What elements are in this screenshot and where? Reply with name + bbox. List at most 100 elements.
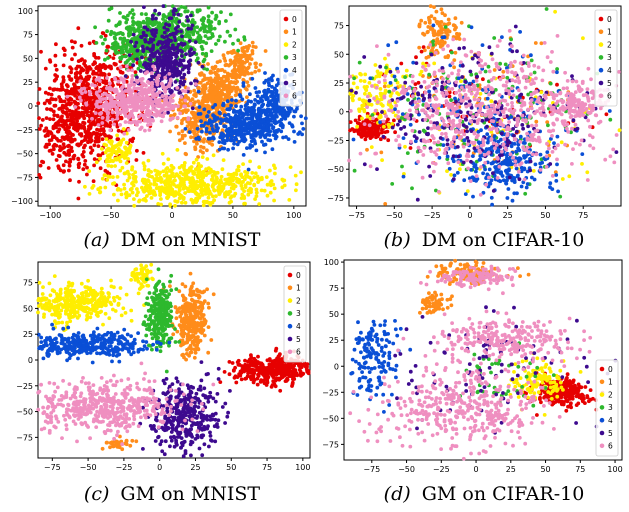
- y-tick-label: −75: [16, 173, 33, 182]
- data-point: [221, 53, 226, 58]
- data-point: [100, 137, 105, 142]
- data-point: [225, 180, 230, 185]
- data-point: [190, 120, 194, 125]
- data-point: [205, 114, 210, 118]
- data-point: [294, 188, 298, 193]
- data-point: [115, 46, 119, 50]
- data-point: [177, 138, 182, 143]
- data-point: [61, 170, 66, 174]
- data-point: [94, 71, 99, 76]
- data-point: [107, 153, 112, 158]
- data-point: [102, 173, 107, 178]
- data-point: [134, 101, 138, 106]
- data-point: [408, 146, 413, 150]
- data-point: [115, 175, 120, 179]
- data-point: [183, 126, 188, 131]
- data-point: [111, 181, 115, 186]
- data-point: [61, 78, 66, 82]
- data-point: [230, 98, 234, 102]
- data-point: [103, 37, 107, 42]
- data-point: [180, 50, 184, 54]
- data-point: [189, 125, 194, 130]
- data-point: [138, 127, 143, 131]
- data-point: [57, 123, 61, 127]
- data-point: [50, 97, 55, 102]
- data-point: [150, 102, 154, 106]
- data-point: [113, 150, 118, 154]
- data-point: [191, 129, 196, 134]
- data-point: [62, 48, 67, 53]
- data-point: [109, 64, 113, 69]
- data-point: [192, 139, 196, 144]
- data-point: [162, 30, 167, 35]
- data-point: [100, 31, 105, 35]
- data-point: [77, 132, 82, 137]
- data-point: [351, 81, 356, 86]
- data-point: [137, 105, 141, 110]
- data-point: [434, 9, 439, 14]
- data-point: [104, 48, 109, 53]
- data-point: [139, 77, 144, 82]
- data-point: [180, 129, 185, 134]
- data-point: [149, 170, 154, 174]
- data-point: [440, 30, 444, 35]
- data-point: [210, 169, 215, 174]
- data-point: [164, 167, 169, 172]
- data-point: [138, 69, 143, 73]
- data-point: [67, 153, 71, 157]
- data-point: [136, 119, 141, 124]
- data-point: [151, 37, 156, 42]
- data-point: [159, 119, 164, 124]
- data-point: [65, 123, 69, 128]
- data-point: [217, 86, 221, 91]
- data-point: [133, 108, 138, 112]
- data-point: [93, 111, 98, 115]
- data-point: [214, 77, 219, 82]
- data-point: [79, 87, 84, 91]
- data-point: [94, 108, 99, 113]
- data-point: [272, 129, 277, 134]
- y-tick-label: 50: [23, 54, 33, 63]
- data-point: [219, 174, 224, 179]
- data-point: [75, 113, 80, 118]
- data-point: [51, 147, 56, 152]
- data-point: [257, 68, 261, 73]
- data-point: [214, 171, 218, 175]
- data-point: [178, 70, 183, 75]
- data-point: [181, 75, 186, 80]
- data-point: [201, 19, 206, 23]
- data-point: [446, 54, 451, 58]
- data-point: [188, 166, 192, 171]
- data-point: [140, 55, 144, 60]
- data-point: [174, 54, 179, 58]
- data-point: [83, 134, 88, 139]
- data-point: [154, 186, 159, 191]
- data-point: [444, 30, 448, 35]
- data-point: [239, 129, 244, 134]
- data-point: [209, 49, 214, 53]
- data-point: [221, 103, 226, 108]
- data-point: [116, 198, 120, 203]
- data-point: [245, 171, 250, 175]
- data-point: [279, 117, 284, 122]
- data-point: [140, 44, 145, 49]
- data-point: [161, 161, 166, 166]
- data-point: [301, 126, 306, 131]
- data-point: [76, 165, 81, 170]
- data-point: [88, 145, 93, 150]
- data-point: [70, 109, 75, 114]
- data-point: [148, 53, 153, 58]
- data-point: [98, 166, 103, 171]
- data-point: [248, 92, 252, 97]
- data-point: [219, 117, 223, 122]
- data-point: [120, 70, 125, 75]
- data-point: [112, 76, 117, 81]
- data-point: [120, 150, 124, 155]
- data-point: [129, 39, 134, 44]
- data-point: [214, 42, 218, 46]
- data-point: [205, 148, 209, 153]
- data-point: [199, 44, 204, 49]
- data-point: [242, 35, 247, 39]
- data-point: [118, 155, 123, 159]
